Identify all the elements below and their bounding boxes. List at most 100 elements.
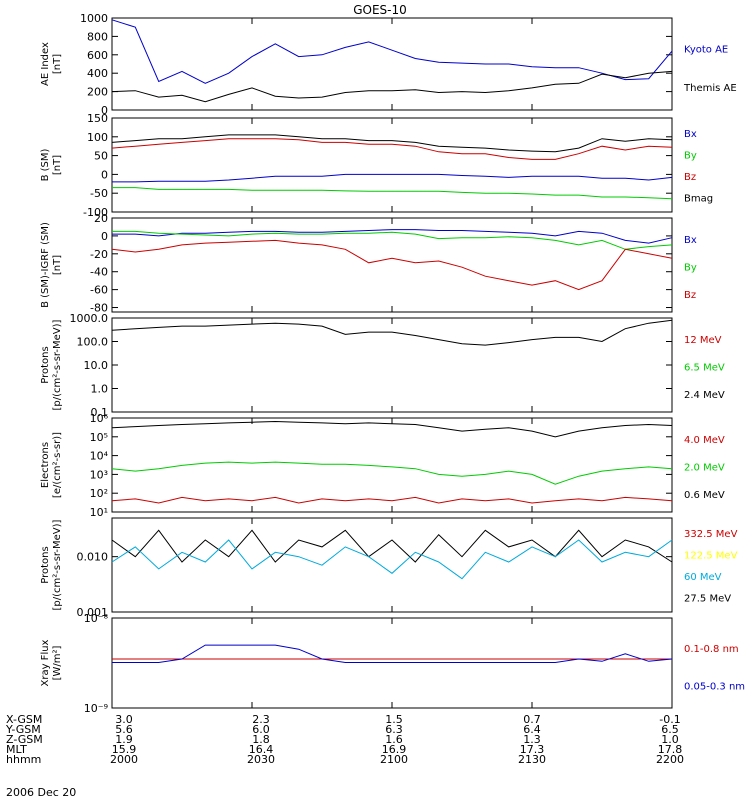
legend-entry: By [684, 263, 697, 274]
ephemeris-value: 2.3 [252, 713, 270, 726]
panel-2: -100 -50 0 50 100 150 B (SM) [nT] Bx By Bz Bmag [40, 112, 713, 219]
legend-entry: Bx [684, 129, 697, 140]
y-tick-label: 1000 [80, 12, 108, 25]
series-line-1 [111, 529, 673, 563]
ephemeris-value: 1.6 [385, 733, 403, 746]
legend-entry: 2.0 MeV [684, 463, 725, 474]
y-tick-label: -80 [90, 302, 108, 315]
series-line-1 [111, 19, 673, 84]
y-tick-label: 10⁶ [90, 412, 109, 425]
ephemeris-value: 6.3 [385, 723, 403, 736]
ephemeris-row-label: Z-GSM [6, 733, 43, 746]
ephemeris-value: 1.0 [661, 733, 679, 746]
y-tick-label: 150 [87, 112, 108, 125]
y-tick-label: 10⁻⁹ [84, 702, 108, 715]
legend-entry: 6.5 MeV [684, 363, 725, 374]
series-line-1 [111, 319, 673, 346]
y-tick-label: 400 [87, 67, 108, 80]
y-tick-label: -100 [83, 206, 108, 219]
y-tick-label: 10.0 [84, 359, 109, 372]
ephemeris-value: 16.9 [382, 743, 407, 756]
ephemeris-value: 17.3 [520, 743, 545, 756]
y-axis-label: [p/(cm²-s-sr-MeV)] [52, 319, 63, 410]
panel-7: 10⁻⁹ 10⁻⁸ Xray Flux [W/m²] 0.1-0.8 nm 0.05-0.… [40, 612, 745, 715]
series-line-4 [112, 187, 673, 200]
y-tick-label: 20 [94, 212, 108, 225]
panel-frame [111, 117, 673, 213]
series-line-1 [111, 134, 673, 153]
ephemeris-value: 15.9 [112, 743, 137, 756]
legend-entry: Kyoto AE [684, 45, 728, 56]
ephemeris-value: 2130 [518, 753, 546, 766]
series-line-2 [112, 230, 673, 250]
plot-title: GOES-10 [353, 3, 407, 17]
y-axis-label: AE Index [40, 42, 51, 86]
series-line-1 [111, 420, 673, 438]
ephemeris-value: 2030 [247, 753, 275, 766]
y-tick-label: 10⁻⁸ [84, 612, 109, 625]
legend-entry: Bx [684, 235, 697, 246]
y-tick-label: -40 [90, 266, 108, 279]
y-tick-label: 1000.0 [70, 312, 109, 325]
ephemeris-row-label: hhmm [6, 753, 41, 766]
y-axis-label: [nT] [52, 54, 63, 74]
legend-entry: 2.4 MeV [684, 390, 725, 401]
series-line-2 [111, 461, 673, 485]
series-line-3 [112, 173, 673, 183]
legend-entry: 60 MeV [684, 572, 722, 583]
y-tick-label: 0 [101, 168, 108, 181]
y-axis-label: Protons [40, 346, 51, 383]
panel-frame [111, 517, 673, 613]
ephemeris-value: 6.4 [523, 723, 541, 736]
y-tick-label: 0 [101, 104, 108, 117]
ephemeris-value: 0.7 [523, 713, 541, 726]
y-tick-label: 100.0 [77, 336, 109, 349]
series-line-1 [112, 229, 673, 244]
legend-entry: 12 MeV [684, 335, 722, 346]
y-axis-label: B (SM)-IGRF (SM) [40, 222, 51, 308]
ephemeris-value: 3.0 [115, 713, 133, 726]
ephemeris-value: 16.4 [249, 743, 274, 756]
y-tick-label: -50 [90, 187, 108, 200]
ephemeris-row-label: X-GSM [6, 713, 42, 726]
y-tick-label: 200 [87, 86, 108, 99]
panel-6: 0.001 0.010 Protons [p/(cm²-s-sr-MeV)] 332.5… [40, 517, 738, 619]
y-tick-label: 10¹ [90, 506, 108, 519]
y-tick-label: 10⁴ [90, 450, 109, 463]
series-line-2 [111, 138, 673, 160]
ephemeris-value: 2000 [110, 753, 138, 766]
panel-frame [111, 417, 673, 513]
legend-entry: 0.05-0.3 nm [684, 681, 745, 692]
ephemeris-value: 5.6 [115, 723, 133, 736]
ephemeris-value: 1.3 [523, 733, 541, 746]
series-line-2 [111, 539, 673, 580]
y-tick-label: 0.1 [91, 406, 109, 419]
legend-entry: 0.6 MeV [684, 490, 725, 501]
ephemeris-value: 17.8 [658, 743, 683, 756]
ephemeris-value: 6.0 [252, 723, 270, 736]
series-line-3 [111, 496, 673, 504]
legend-entry: Bz [684, 290, 696, 301]
y-tick-label: 10² [90, 487, 108, 500]
panel-5: 10¹ 10² 10³ 10⁴ 10⁵ 10⁶ Electrons [e/(cm²-s-sr)… [40, 412, 725, 519]
y-tick-label: -60 [90, 284, 108, 297]
y-tick-label: -20 [90, 248, 108, 261]
legend-entry: Themis AE [683, 83, 737, 94]
date-label: 2006 Dec 20 [6, 786, 76, 799]
series-line-2 [112, 644, 673, 663]
legend-entry: By [684, 151, 697, 162]
y-tick-label: 0.001 [77, 606, 109, 619]
y-axis-label: [nT] [52, 255, 63, 275]
ephemeris-value: 1.9 [115, 733, 133, 746]
ephemeris-value: 1.5 [385, 713, 403, 726]
y-tick-label: 1.0 [91, 383, 109, 396]
series-line-3 [111, 239, 673, 291]
y-tick-label: 0.010 [77, 551, 109, 564]
legend-entry: 122.5 MeV [684, 551, 738, 562]
y-tick-label: 0 [101, 230, 108, 243]
ephemeris-row-label: Y-GSM [5, 723, 41, 736]
ephemeris-row-label: MLT [6, 743, 27, 756]
